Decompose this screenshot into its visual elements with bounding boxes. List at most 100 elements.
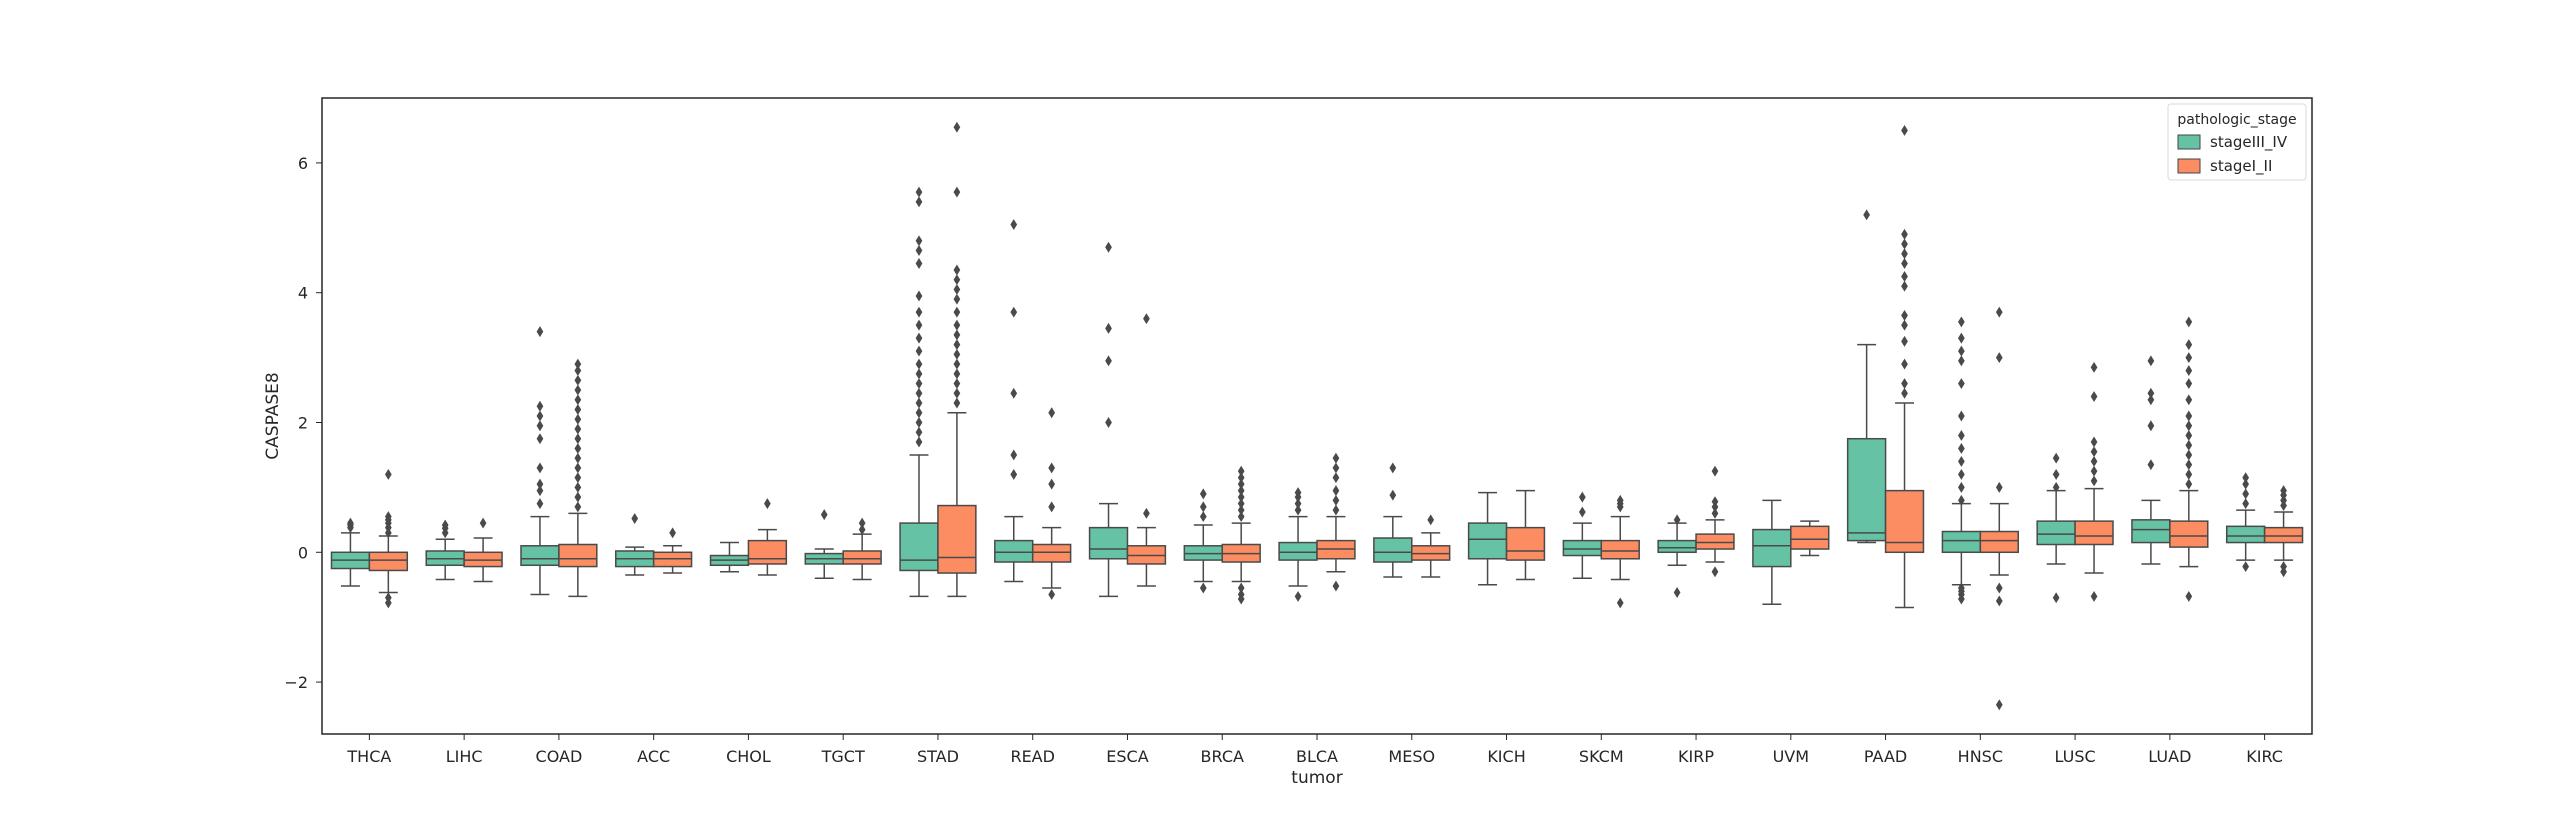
box-iqr <box>842 550 882 565</box>
outlier-point <box>1332 452 1340 464</box>
box-iqr <box>2131 519 2171 544</box>
outlier-point <box>1901 238 1908 250</box>
outlier-point <box>2242 472 2250 484</box>
box-iqr <box>1846 437 1887 542</box>
outlier-point <box>2090 361 2098 373</box>
outlier-point <box>574 452 582 464</box>
x-axis: THCA LIHC COAD ACC CHOL TGCT STAD READ ESCA BRCA B… <box>346 734 2283 766</box>
outlier-point <box>915 358 923 370</box>
box-BLCA-stageIII_IV <box>1278 487 1318 602</box>
outlier-point <box>915 258 923 269</box>
outlier-point <box>2185 459 2193 471</box>
outlier-point <box>574 374 582 386</box>
outlier-point <box>1010 449 1018 461</box>
box-LIHC-stageI_II <box>463 517 503 583</box>
outlier-point <box>536 462 544 474</box>
box-LUSC-stageI_II <box>2074 361 2114 602</box>
outlier-point <box>1863 209 1870 221</box>
x-tick-label: HNSC <box>1958 747 2003 766</box>
outlier-point <box>1711 465 1719 477</box>
outlier-point <box>1616 494 1624 506</box>
x-tick-label: SKCM <box>1579 747 1624 766</box>
outlier-point <box>1958 345 1965 357</box>
outlier-point <box>1294 487 1302 499</box>
plot-area <box>321 97 2313 735</box>
outlier-point <box>1237 478 1245 490</box>
x-tick-label: LUSC <box>2055 747 2096 766</box>
box-MESO-stageI_II <box>1411 514 1451 578</box>
outlier-point <box>1958 481 1965 493</box>
legend-title: pathologic_stage <box>2177 112 2296 128</box>
outlier-point <box>1237 511 1245 523</box>
outlier-point <box>953 306 961 318</box>
box-UVM-stageI_II <box>1790 520 1830 557</box>
x-tick-label: LUAD <box>2148 747 2191 766</box>
outlier-point <box>1010 306 1018 318</box>
outlier-point <box>764 498 771 510</box>
box-iqr <box>2036 520 2076 546</box>
outlier-point <box>2090 475 2098 487</box>
outlier-point <box>1048 589 1056 600</box>
box-iqr <box>1373 537 1413 563</box>
outlier-point <box>1958 468 1965 480</box>
box-KIRP-stageI_II <box>1695 465 1735 578</box>
outlier-point <box>631 513 639 524</box>
y-tick-label: 0 <box>298 543 308 562</box>
outlier-point <box>1332 472 1340 484</box>
outlier-point <box>953 186 961 198</box>
outlier-point <box>2052 592 2060 604</box>
outlier-point <box>669 527 676 539</box>
outlier-point <box>1199 511 1207 523</box>
x-tick-label: CHOL <box>726 747 771 766</box>
box-ESCA-stageIII_IV <box>1088 241 1129 598</box>
outlier-point <box>574 491 582 503</box>
box-iqr <box>520 545 560 567</box>
outlier-point <box>915 290 923 302</box>
y-tick-label: −2 <box>284 673 308 692</box>
outlier-point <box>953 348 961 360</box>
outlier-point <box>1711 507 1719 519</box>
outlier-point <box>1105 417 1112 428</box>
outlier-point <box>915 345 923 357</box>
outlier-point <box>2090 465 2098 477</box>
box-iqr <box>994 539 1034 563</box>
box-iqr <box>368 551 409 572</box>
legend: pathologic_stage stageIII_IV stageI_II <box>2167 103 2307 181</box>
outlier-point <box>915 368 923 380</box>
box-iqr <box>558 543 598 568</box>
x-tick-label: PAAD <box>1864 747 1907 766</box>
outlier-point <box>820 509 828 521</box>
outlier-point <box>2185 352 2193 364</box>
box-iqr <box>1031 543 1072 563</box>
y-tick-label: 4 <box>298 284 308 303</box>
outlier-point <box>1143 313 1150 325</box>
outlier-point <box>574 423 582 435</box>
box-iqr <box>1657 539 1697 554</box>
outlier-point <box>953 387 961 399</box>
outlier-point <box>2185 410 2193 422</box>
x-tick-label: KIRC <box>2246 747 2283 766</box>
outlier-point <box>1958 494 1965 506</box>
outlier-point <box>1332 485 1340 497</box>
outlier-point <box>574 384 582 396</box>
outlier-point <box>574 472 582 484</box>
x-tick-label: READ <box>1010 747 1055 766</box>
outlier-point <box>953 283 961 295</box>
box-KICH-stageI_II <box>1505 489 1546 581</box>
outlier-point <box>2090 446 2098 458</box>
legend-swatch-stageIII_IV <box>2177 134 2201 150</box>
outlier-point <box>953 329 961 341</box>
box-STAD-stageI_II <box>937 121 977 598</box>
outlier-point <box>1105 322 1112 334</box>
outlier-point <box>384 468 392 480</box>
outlier-point <box>2185 449 2193 461</box>
outlier-point <box>1616 597 1624 609</box>
outlier-point <box>2185 468 2193 480</box>
box-CHOL-stageI_II <box>747 498 788 576</box>
outlier-point <box>1048 407 1056 419</box>
outlier-point <box>1958 593 1965 605</box>
outlier-point <box>1389 489 1397 501</box>
box-THCA-stageI_II <box>368 468 409 609</box>
outlier-point <box>574 404 582 415</box>
